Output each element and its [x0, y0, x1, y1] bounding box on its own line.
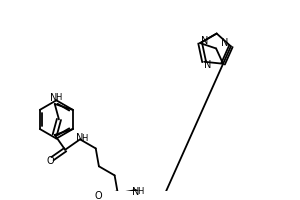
Text: H: H — [82, 134, 88, 143]
Text: N: N — [204, 60, 211, 70]
Text: H: H — [56, 93, 62, 102]
Text: H: H — [137, 187, 144, 196]
Text: N: N — [50, 93, 58, 103]
Text: O: O — [95, 191, 103, 200]
Text: O: O — [47, 156, 54, 166]
Text: N: N — [201, 36, 208, 46]
Text: N: N — [132, 187, 139, 197]
Text: N: N — [221, 38, 229, 48]
Text: N: N — [76, 133, 84, 143]
